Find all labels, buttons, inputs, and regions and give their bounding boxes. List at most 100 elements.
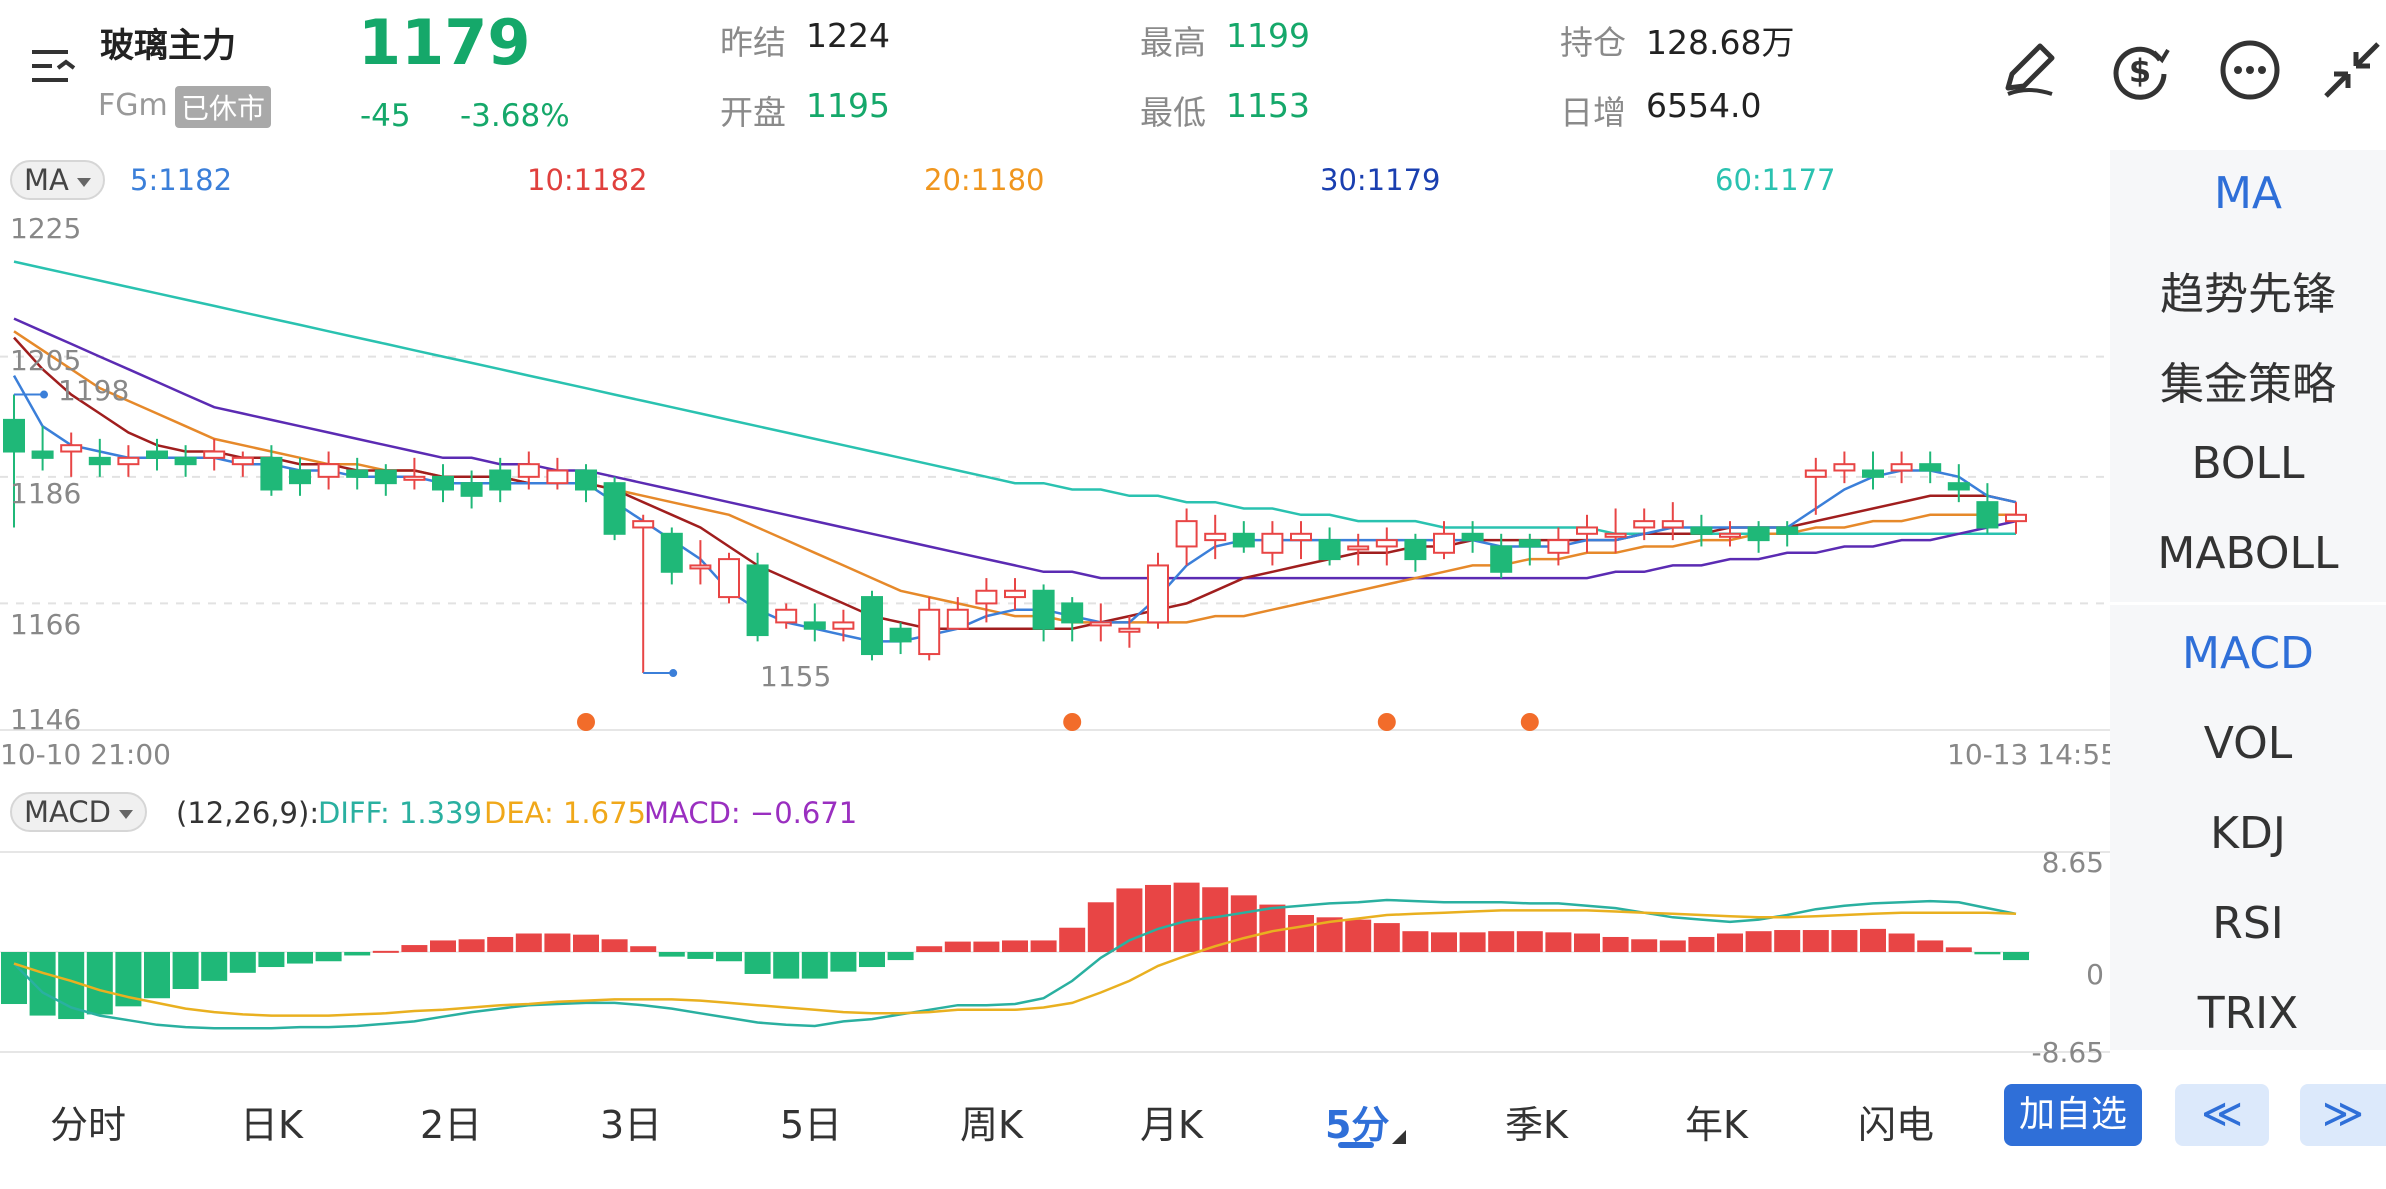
- macd-bar-49: [1402, 931, 1429, 952]
- y-tick-1225: 1225: [10, 212, 82, 245]
- macd-bar-13: [372, 950, 399, 953]
- macd-bar-22: [630, 946, 657, 952]
- add-watchlist-button[interactable]: 加自选: [2004, 1084, 2142, 1146]
- tab-yearly-k[interactable]: 年K: [1685, 1103, 1748, 1147]
- candle-body-18: [517, 463, 540, 478]
- ma-selector[interactable]: MA: [10, 160, 105, 200]
- tab-daily-k[interactable]: 日K: [240, 1103, 303, 1147]
- candle-body-34: [975, 589, 998, 605]
- ma30-label: 30:1179: [1320, 163, 1441, 197]
- candle-body-46: [1318, 539, 1341, 561]
- edit-icon[interactable]: [1998, 38, 2062, 102]
- macd-bar-44: [1259, 904, 1286, 952]
- next-page-button[interactable]: ≫: [2300, 1084, 2386, 1146]
- macd-bar-38: [1087, 902, 1114, 952]
- macd-bar-8: [229, 952, 256, 973]
- tab-quarterly-k[interactable]: 季K: [1505, 1103, 1568, 1147]
- macd-selector[interactable]: MACD: [10, 792, 147, 832]
- macd-bar-66: [1888, 933, 1915, 952]
- macd-bar-31: [887, 952, 914, 961]
- candle-body-22: [632, 520, 655, 529]
- macd-bar-15: [430, 940, 456, 952]
- tab-5min[interactable]: 5分: [1325, 1103, 1390, 1147]
- macd-bar-18: [515, 933, 542, 952]
- ma5-label: 5:1182: [130, 163, 233, 197]
- candle-body-56: [1604, 532, 1627, 538]
- y-tick-1146: 1146: [10, 703, 82, 736]
- candle-body-61: [1747, 526, 1770, 542]
- tab-flash[interactable]: 闪电: [1858, 1103, 1935, 1147]
- macd-bar-43: [1230, 895, 1257, 952]
- candle-body-59: [1690, 526, 1713, 535]
- macd-bar-48: [1373, 923, 1400, 952]
- candle-body-48: [1375, 539, 1398, 548]
- tab-monthly-k[interactable]: 月K: [1140, 1103, 1203, 1147]
- candle-body-3: [88, 456, 111, 466]
- side-item-vol[interactable]: VOL: [2203, 718, 2293, 769]
- tab-5day[interactable]: 5日: [780, 1103, 843, 1147]
- side-item-boll[interactable]: BOLL: [2191, 438, 2305, 489]
- candle-body-38: [1089, 621, 1112, 627]
- macd-chart[interactable]: [0, 840, 2110, 1068]
- tab-3day[interactable]: 3日: [600, 1103, 663, 1147]
- stat-label-daily-increase: 日增: [1560, 93, 1626, 132]
- tab-5min-dropdown-icon[interactable]: [1392, 1130, 1406, 1144]
- candle-body-14: [403, 475, 426, 481]
- candle-body-8: [231, 456, 254, 466]
- menu-icon[interactable]: [28, 42, 80, 94]
- side-item-ma[interactable]: MA: [2213, 168, 2283, 219]
- side-item-kdj[interactable]: KDJ: [2210, 808, 2286, 859]
- macd-bar-27: [773, 952, 800, 979]
- status-badge: 已休市: [175, 86, 272, 128]
- macd-bar-39: [1116, 888, 1143, 952]
- more-icon[interactable]: [2218, 38, 2282, 102]
- price-change-pct: -3.68%: [460, 98, 570, 134]
- collapse-icon[interactable]: [2320, 38, 2384, 102]
- candle-body-51: [1461, 532, 1484, 542]
- side-item-macd[interactable]: MACD: [2182, 628, 2314, 679]
- candlestick-chart[interactable]: [0, 210, 2110, 770]
- prev-page-button[interactable]: ≪: [2175, 1084, 2269, 1146]
- tab-intraday[interactable]: 分时: [50, 1103, 127, 1147]
- candle-body-35: [1004, 589, 1026, 599]
- candle-body-17: [489, 469, 512, 491]
- side-item-trend-pioneer[interactable]: 趋势先锋: [2160, 269, 2336, 320]
- signal-dot-3: [1520, 713, 1539, 731]
- low-marker-dot: [669, 669, 678, 678]
- macd-bar-64: [1831, 930, 1858, 952]
- macd-bar-70: [2003, 952, 2029, 961]
- macd-bar-34: [973, 941, 1000, 952]
- indicator-side-panel: MA 趋势先锋 集金策略 BOLL MABOLL MACD VOL KDJ RS…: [2110, 150, 2386, 1050]
- candle-body-29: [832, 621, 855, 630]
- candle-body-20: [575, 469, 597, 491]
- ma60-label: 60:1177: [1715, 163, 1836, 197]
- macd-bar-69: [1974, 952, 2001, 955]
- candle-body-26: [746, 564, 769, 637]
- side-item-maboll[interactable]: MABOLL: [2157, 528, 2339, 579]
- side-item-rsi[interactable]: RSI: [2212, 898, 2284, 949]
- candle-body-4: [117, 456, 140, 466]
- tab-2day[interactable]: 2日: [420, 1103, 483, 1147]
- candle-body-1: [31, 450, 54, 459]
- macd-bar-17: [487, 936, 514, 952]
- ma20-label: 20:1180: [924, 163, 1045, 197]
- candle-body-37: [1061, 602, 1084, 624]
- candle-body-13: [374, 469, 397, 485]
- macd-bar-65: [1860, 928, 1886, 952]
- macd-params: (12,26,9):: [176, 796, 320, 830]
- candle-body-36: [1032, 589, 1055, 630]
- macd-selector-label: MACD: [24, 795, 111, 829]
- ma-selector-label: MA: [24, 163, 69, 197]
- tab-weekly-k[interactable]: 周K: [960, 1103, 1023, 1147]
- candle-body-64: [1833, 463, 1856, 472]
- macd-bar-63: [1802, 930, 1829, 952]
- macd-bar-60: [1717, 933, 1743, 952]
- stat-value-open: 1195: [806, 86, 890, 125]
- currency-exchange-icon[interactable]: $: [2108, 38, 2172, 102]
- candle-body-42: [1204, 532, 1227, 542]
- side-item-fund-strategy[interactable]: 集金策略: [2160, 359, 2336, 410]
- macd-bar-35: [1002, 940, 1028, 952]
- candle-body-25: [718, 558, 740, 599]
- side-item-trix[interactable]: TRIX: [2197, 988, 2299, 1039]
- macd-bar-57: [1631, 939, 1658, 952]
